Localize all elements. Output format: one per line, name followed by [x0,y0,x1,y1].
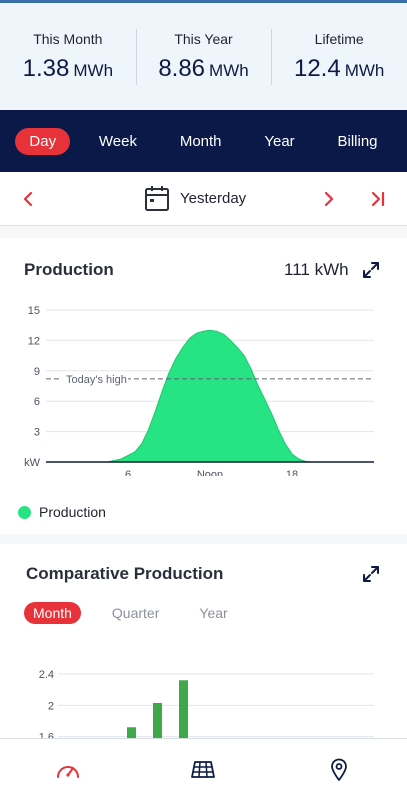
y-tick-label: 1.6 [39,732,54,738]
expand-production-button[interactable] [361,260,383,282]
y-tick-label: 3 [34,427,40,439]
calendar-icon [145,186,169,211]
production-card: Production 111 kWh 3 6 9 12 15 kW Today's hig… [0,238,407,534]
summary-panel: This Month 1.38 MWh This Year 8.86 MWh Lif… [0,0,407,110]
stat-label: Lifetime [314,30,364,47]
tab-comparative-month[interactable]: Month [24,602,81,624]
chevron-left-icon [23,191,33,207]
production-area [107,329,313,463]
y-tick-label: 12 [28,335,40,347]
stat-unit: MWh [209,60,249,80]
content-area[interactable]: Production 111 kWh 3 6 9 12 15 kW Today's hig… [0,226,407,738]
jump-to-today-button[interactable] [365,186,391,212]
y-tick-label: 6 [34,396,40,408]
speedometer-icon [56,765,79,778]
y-tick-label: 9 [34,366,40,378]
solar-panel-icon [191,760,216,778]
period-tabs: Day Week Month Year Billing [0,110,407,172]
chevron-right-icon [324,191,334,207]
comparative-bar [127,727,136,738]
todays-high-label: Today's high [66,374,127,386]
skip-to-end-icon [371,191,385,207]
y-unit-label: kW [24,457,41,469]
comparative-chart: 1.21.622.4 [39,669,374,738]
date-label: Yesterday [180,189,247,207]
comparative-title: Comparative Production [26,564,224,583]
comparative-tabs: Month Quarter Year [24,602,259,624]
comparative-bar [153,702,162,738]
x-tick-label: 6 [125,469,131,476]
y-tick-label: 15 [28,305,40,317]
expand-icon [363,566,379,582]
x-tick-label: 18 [286,469,298,476]
x-tick-label: Noon [197,469,223,476]
stat-value: 8.86 [158,54,206,82]
location-pin-icon [331,758,348,781]
stat-value: 12.4 [293,54,341,82]
nav-solar-panels[interactable] [183,750,223,790]
expand-icon [363,262,379,278]
production-total: 111 kWh [284,260,349,279]
production-legend: Production [18,504,106,520]
stat-label: This Month [33,30,103,47]
y-tick-label: 2.4 [39,669,54,681]
expand-comparative-button[interactable] [361,564,383,586]
tab-year[interactable]: Year [264,132,295,150]
stat-this-month: This Month 1.38 MWh [0,3,136,110]
tab-comparative-quarter[interactable]: Quarter [111,605,160,621]
stat-unit: MWh [73,60,114,80]
stat-unit: MWh [344,60,385,80]
date-navigation: Yesterday [0,172,407,226]
y-tick-label: 2 [48,700,54,712]
stat-this-year: This Year 8.86 MWh [135,3,272,110]
bottom-navigation [0,738,407,800]
tab-week[interactable]: Week [98,132,137,150]
tab-billing[interactable]: Billing [337,132,378,150]
date-picker[interactable]: Yesterday [144,184,246,212]
nav-location[interactable] [319,750,359,790]
tab-comparative-year[interactable]: Year [199,605,228,621]
comparative-bar [179,680,188,738]
production-chart: 3 6 9 12 15 kW Today's high 6 Noon 18 [24,305,374,476]
legend-swatch [18,505,31,519]
stat-value: 1.38 [22,54,70,82]
next-day-button[interactable] [316,186,342,212]
tab-month[interactable]: Month [179,132,222,150]
tab-day[interactable]: Day [15,127,71,155]
production-title: Production [24,260,114,279]
previous-day-button[interactable] [15,186,41,212]
stat-label: This Year [174,30,233,47]
nav-dashboard[interactable] [48,750,88,790]
legend-label: Production [39,504,106,520]
stat-lifetime: Lifetime 12.4 MWh [271,3,407,110]
comparative-card: Comparative Production Month Quarter Yea… [0,544,407,738]
